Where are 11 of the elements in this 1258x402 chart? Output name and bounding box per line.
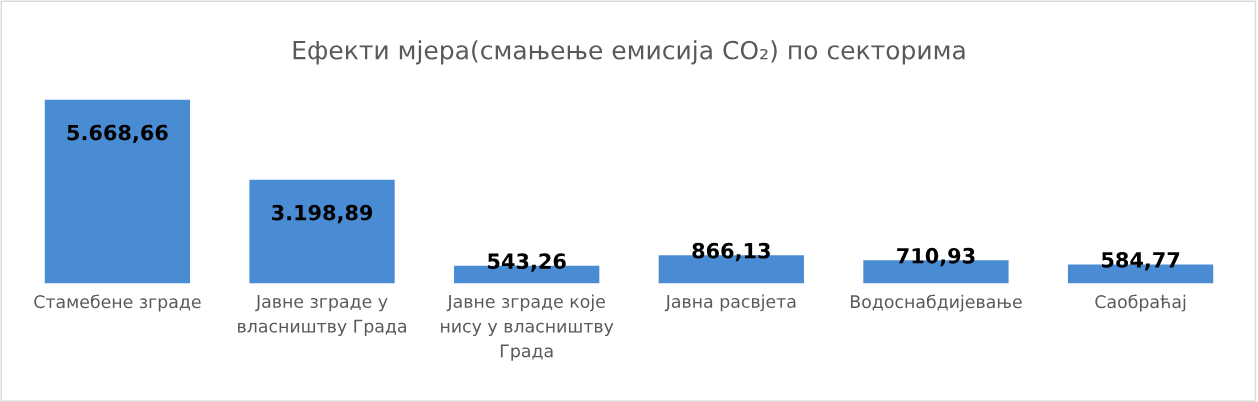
x-tick-label: Стамебене зграде: [34, 294, 201, 312]
x-tick-label: Јавне зграде које нису у власништву Града: [441, 294, 614, 361]
x-tick-label: Јавна расвјета: [664, 294, 796, 312]
data-label: 3.198,89: [272, 204, 373, 224]
x-tick-label: Јавне зграде у власништву Града: [238, 295, 406, 337]
x-tick-label: Саобраћај: [1095, 294, 1186, 312]
bar: [249, 179, 395, 284]
data-label: 5.668,66: [67, 124, 168, 144]
x-tick-label: Водоснабдијевање: [850, 294, 1022, 312]
bar: [44, 99, 191, 284]
chart-title: Ефекти мјера(смањење емисија CO₂) по секторима: [293, 40, 965, 65]
